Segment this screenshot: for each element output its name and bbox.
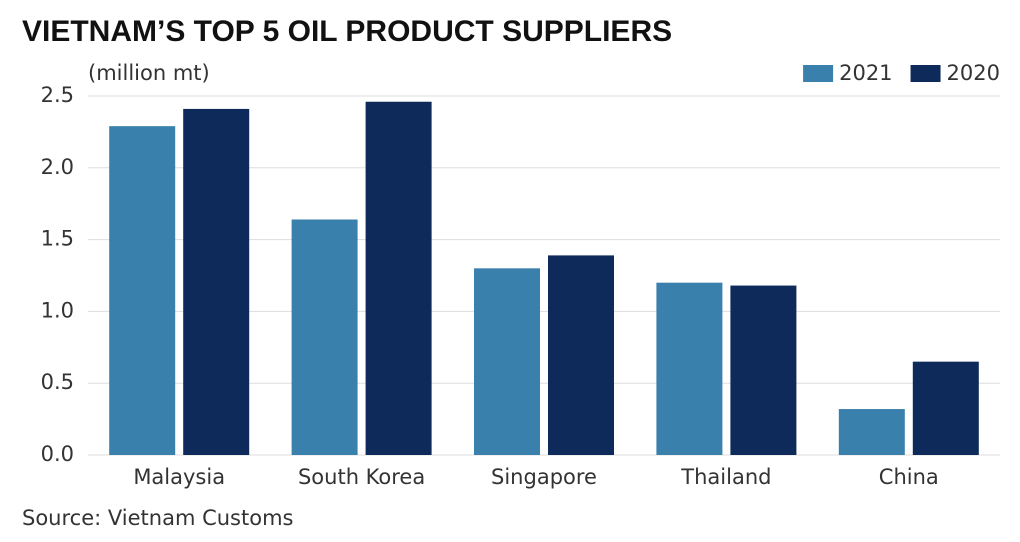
y-tick-label: 0.5 — [41, 370, 74, 394]
bar — [730, 285, 797, 455]
x-tick-label: China — [879, 465, 939, 489]
y-tick-label: 0.0 — [41, 442, 74, 466]
x-tick-label: South Korea — [298, 465, 425, 489]
bar — [656, 282, 723, 455]
legend-swatch — [910, 65, 941, 82]
legend-label: 2020 — [947, 61, 1000, 85]
bar — [291, 219, 358, 455]
x-tick-label: Singapore — [491, 465, 597, 489]
legend-label: 2021 — [839, 61, 892, 85]
bar — [912, 361, 979, 455]
bar — [183, 108, 250, 455]
legend-swatch — [803, 65, 834, 82]
x-tick-label: Malaysia — [133, 465, 225, 489]
y-tick-label: 1.0 — [41, 298, 74, 322]
y-tick-label: 2.0 — [41, 155, 74, 179]
bar — [109, 126, 176, 455]
bar — [365, 101, 432, 455]
y-axis-label: (million mt) — [88, 61, 210, 85]
source: Source: Vietnam Customs — [22, 506, 293, 530]
y-tick-label: 1.5 — [41, 227, 74, 251]
bar — [838, 409, 905, 455]
chart-title: VIETNAM’S TOP 5 OIL PRODUCT SUPPLIERS — [22, 15, 672, 48]
y-tick-label: 2.5 — [41, 83, 74, 107]
bar — [548, 255, 614, 455]
bar — [474, 268, 540, 455]
x-tick-label: Thailand — [680, 465, 771, 489]
